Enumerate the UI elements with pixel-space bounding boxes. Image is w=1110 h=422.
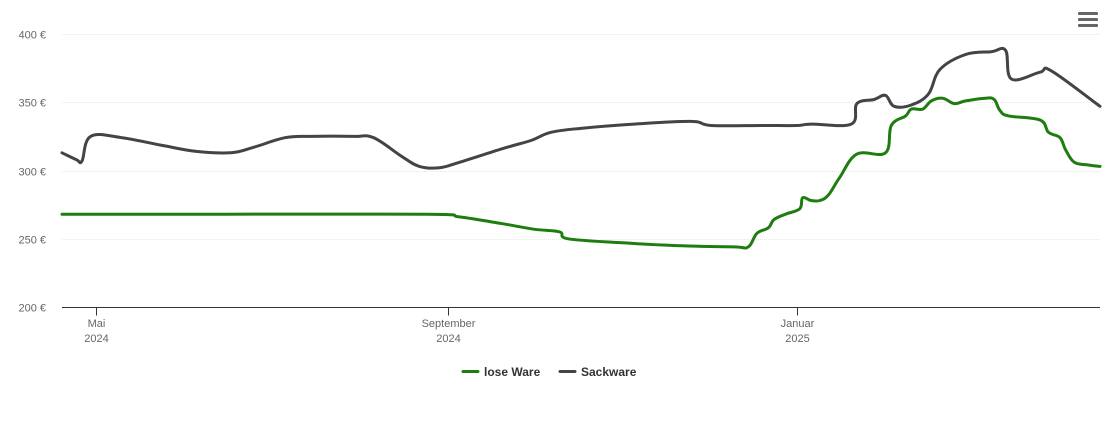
x-tick-label-year: 2024 (436, 333, 460, 345)
y-axis-labels: 400 € 350 € 300 € 250 € 200 € (18, 30, 46, 315)
x-axis: Mai 2024 September 2024 Januar 2025 (62, 307, 1100, 345)
y-tick-label: 400 € (18, 30, 46, 42)
series-line-lose-ware[interactable] (60, 96, 1102, 250)
x-tick-label-month: Mai (88, 318, 106, 330)
chart-menu-icon[interactable] (1078, 12, 1098, 30)
y-tick-label: 300 € (18, 167, 46, 179)
y-tick-label: 250 € (18, 235, 46, 247)
x-tick-label-month: Januar (781, 318, 815, 330)
legend-label: Sackware (581, 365, 637, 379)
x-tick-label-year: 2024 (84, 333, 108, 345)
x-tick-label-month: September (422, 318, 476, 330)
legend[interactable]: lose Ware Sackware (461, 365, 637, 379)
series-line-sackware[interactable] (60, 46, 1102, 170)
series-lines (60, 46, 1102, 250)
y-tick-label: 200 € (18, 303, 46, 315)
y-tick-label: 350 € (18, 98, 46, 110)
legend-item-sackware[interactable]: Sackware (558, 365, 637, 379)
x-tick-label-year: 2025 (785, 333, 809, 345)
legend-label: lose Ware (484, 365, 541, 379)
legend-item-lose-ware[interactable]: lose Ware (461, 365, 541, 379)
